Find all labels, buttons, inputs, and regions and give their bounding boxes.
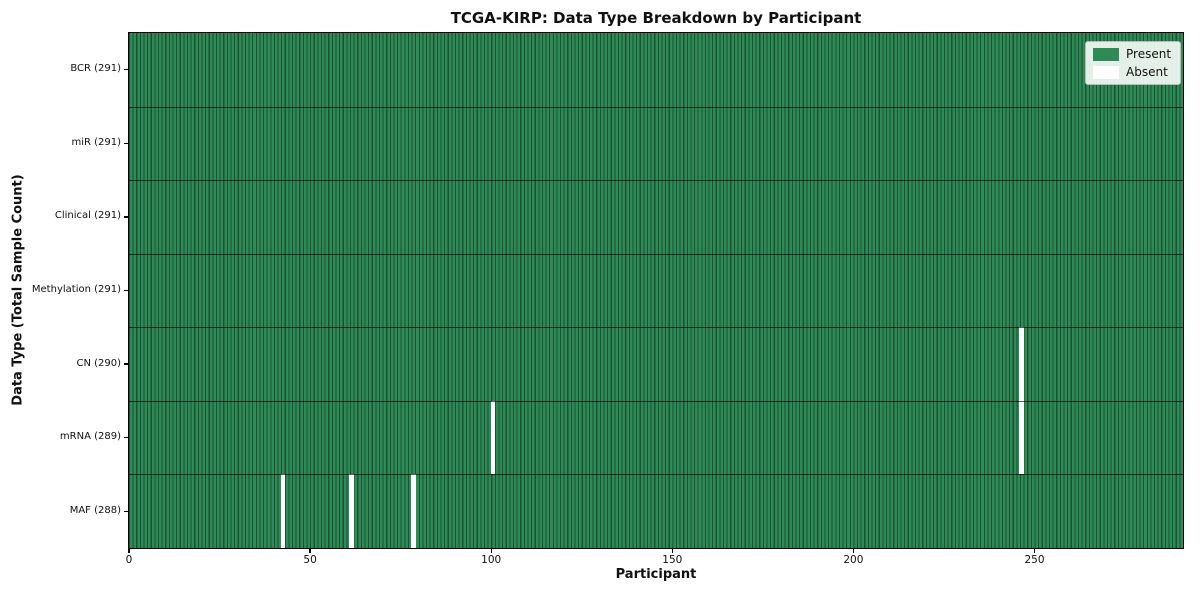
- y-tick-mark: [124, 363, 129, 365]
- y-tick-label-cn: CN (290): [76, 357, 121, 369]
- row-band-cn: [129, 327, 1183, 401]
- row-band-clinical: [129, 180, 1183, 254]
- x-tick-mark: [1033, 548, 1036, 553]
- absent-cell-maf-78: [410, 474, 416, 548]
- y-tick-label-methylation: Methylation (291): [31, 284, 121, 295]
- row-separator: [129, 180, 1183, 182]
- y-tick-mark: [124, 289, 129, 292]
- legend-item-absent: Absent: [1093, 65, 1171, 79]
- y-tick-mark: [124, 69, 129, 71]
- absent-cell-maf-61: [349, 474, 355, 548]
- y-tick-label-mrna: mRNA (289): [59, 431, 121, 443]
- y-tick-label-bcr: BCR (291): [70, 63, 121, 75]
- legend: Present Absent: [1085, 41, 1182, 85]
- chart-title: TCGA-KIRP: Data Type Breakdown by Partic…: [450, 9, 862, 27]
- y-tick-mark: [124, 142, 129, 144]
- absent-cell-maf-42: [280, 474, 286, 548]
- row-separator: [129, 106, 1183, 108]
- absent-cell-mrna-246: [1019, 400, 1025, 475]
- row-band-bcr: [129, 33, 1183, 107]
- legend-swatch-present: [1093, 47, 1119, 61]
- x-tick-mark: [671, 548, 673, 553]
- row-separator: [129, 400, 1183, 402]
- absent-cell-mrna-100: [490, 400, 496, 475]
- legend-swatch-absent: [1093, 65, 1119, 79]
- row-separator: [129, 327, 1183, 329]
- legend-item-present: Present: [1093, 47, 1171, 61]
- x-tick-label-0: 0: [125, 554, 133, 566]
- row-band-mrna: [129, 400, 1183, 475]
- y-tick-label-mir: miR (291): [71, 136, 121, 148]
- x-tick-mark: [490, 548, 492, 553]
- row-band-methylation: [129, 253, 1183, 328]
- legend-label-absent: Absent: [1126, 65, 1168, 79]
- x-tick-label-150: 150: [662, 554, 683, 566]
- x-tick-mark: [128, 548, 130, 553]
- x-tick-label-100: 100: [481, 554, 502, 566]
- row-band-mir: [129, 106, 1183, 181]
- x-tick-label-50: 50: [303, 554, 317, 566]
- row-band-maf: [129, 474, 1183, 548]
- x-tick-mark: [309, 548, 311, 553]
- y-tick-mark: [124, 437, 129, 439]
- y-tick-label-clinical: Clinical (291): [54, 210, 121, 222]
- legend-label-present: Present: [1126, 47, 1172, 61]
- row-separator: [129, 474, 1183, 476]
- x-tick-label-200: 200: [843, 554, 864, 566]
- y-tick-mark: [124, 510, 129, 512]
- x-axis-label: Participant: [615, 567, 697, 582]
- x-tick-mark: [852, 548, 854, 553]
- plot-area: [129, 33, 1183, 548]
- row-separator: [129, 253, 1183, 255]
- x-tick-label-250: 250: [1024, 554, 1045, 566]
- absent-cell-cn-246: [1019, 327, 1025, 401]
- y-tick-mark: [124, 216, 129, 218]
- y-tick-label-maf: MAF (288): [69, 504, 121, 516]
